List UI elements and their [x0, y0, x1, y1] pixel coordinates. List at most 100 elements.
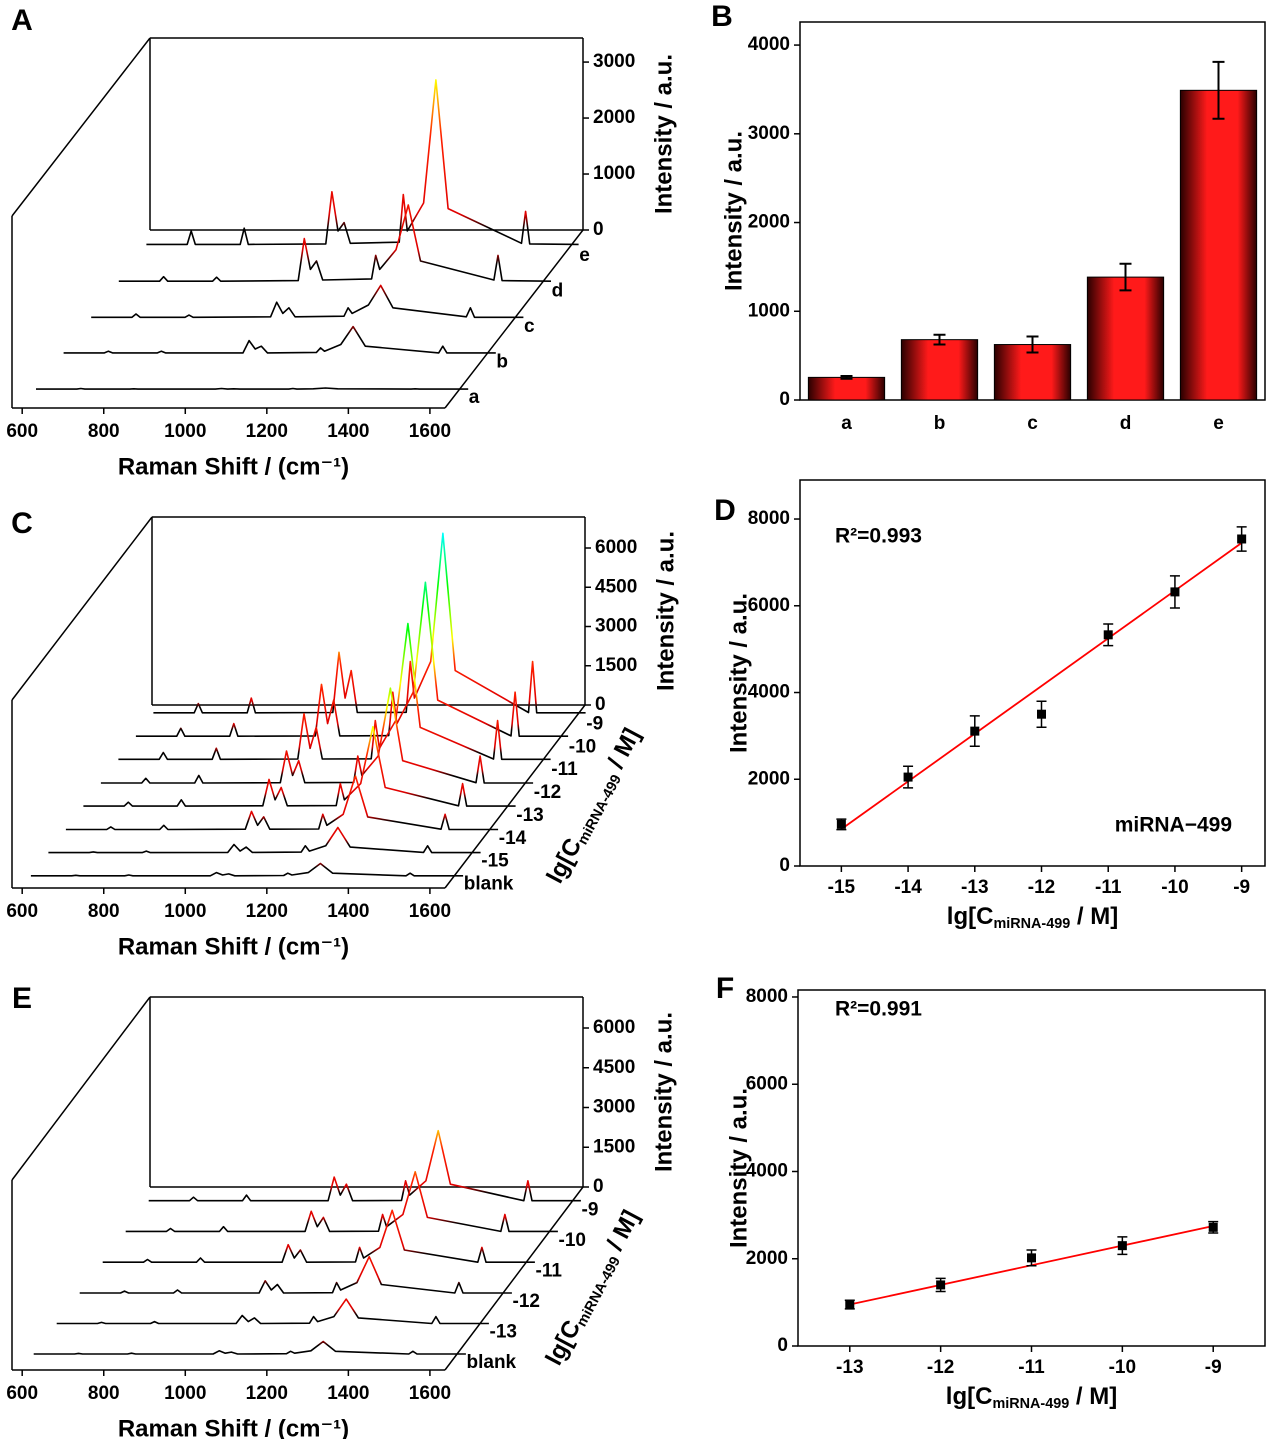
bar [807, 376, 886, 401]
x-tick-label: 1000 [164, 421, 206, 442]
z-tick-label: 4500 [595, 576, 637, 597]
label-subscript: miRNA-499 [992, 1396, 1069, 1412]
y-tick-label: 2000 [748, 768, 790, 789]
y-axis-title: Intensity / a.u. [725, 593, 752, 753]
y-tick-label: 0 [779, 389, 790, 410]
data-point [1037, 709, 1047, 719]
x-axis-title: lg[CmiRNA-499 / M] [946, 1383, 1117, 1411]
z-tick-label: 3000 [595, 616, 637, 637]
series-label: -12 [534, 782, 561, 803]
x-tick-label: 800 [88, 901, 120, 922]
spectrum [83, 726, 516, 807]
data-point [903, 772, 913, 782]
z-tick-label: 1500 [595, 655, 637, 676]
spectrum [118, 204, 552, 282]
error-bar [840, 375, 853, 380]
bar [1179, 89, 1258, 401]
series-label: -11 [551, 759, 578, 780]
x-tick-label: -12 [1028, 877, 1055, 898]
z-axis-title: Intensity / a.u. [650, 54, 677, 214]
y-tick-label: 4000 [748, 682, 790, 703]
axis-frame [444, 1186, 584, 1371]
series-label: -15 [481, 851, 509, 872]
x-tick-label: 1400 [327, 901, 369, 922]
x-axis-title: Raman Shift / (cm⁻¹) [118, 453, 349, 480]
x-tick-label: 800 [88, 421, 120, 442]
series-label: -14 [499, 828, 527, 849]
x-tick-label: a [841, 413, 852, 434]
z-tick-label: 2000 [593, 107, 635, 128]
data-point [1237, 534, 1247, 544]
panel-label: A [11, 4, 33, 37]
x-tick-label: 600 [6, 421, 38, 442]
data-point [1117, 1241, 1127, 1251]
axis-frame [444, 229, 584, 409]
spectrum [118, 622, 551, 761]
data-point [1027, 1253, 1036, 1263]
y-tick-label: 1000 [748, 300, 790, 321]
x-tick-label: c [1027, 413, 1038, 434]
series-label: -10 [559, 1230, 586, 1251]
spectrum [79, 1255, 512, 1294]
label-part: / M] [599, 1206, 645, 1261]
x-axis-title: Raman Shift / (cm⁻¹) [118, 1415, 349, 1439]
plot-frame [799, 479, 1266, 867]
y-tick-label: 6000 [746, 1073, 788, 1094]
y-axis-title: Intensity / a.u. [720, 131, 747, 291]
series-label: a [469, 387, 480, 408]
x-tick-label: 1200 [246, 901, 288, 922]
z-tick-label: 4500 [593, 1057, 635, 1078]
z-tick-label: 1500 [593, 1136, 635, 1157]
x-tick-label: 600 [6, 901, 38, 922]
data-point [936, 1280, 946, 1290]
y-tick-label: 4000 [748, 34, 790, 55]
series-label: b [496, 352, 508, 373]
series-label: -13 [516, 805, 543, 826]
spectrum [91, 284, 524, 319]
x-tick-label: 1000 [164, 1383, 206, 1404]
spectrum [148, 1129, 581, 1202]
series-label: blank [467, 1352, 517, 1373]
label-subscript: miRNA-499 [575, 772, 625, 847]
spectrum [102, 1209, 535, 1263]
bar [900, 339, 979, 401]
axis-frame [11, 996, 151, 1181]
series-label: -9 [582, 1199, 599, 1220]
x-tick-label: -13 [836, 1357, 863, 1378]
error-bar [1119, 262, 1132, 292]
series-label: -12 [513, 1291, 540, 1312]
spectrum [65, 775, 499, 831]
z-tick-label: 3000 [593, 1097, 635, 1118]
x-tick-label: -11 [1095, 877, 1122, 898]
y-tick-label: 3000 [748, 123, 790, 144]
x-tick-label: -12 [927, 1357, 954, 1378]
x-tick-label: d [1120, 413, 1132, 434]
y-axis-title: Intensity / a.u. [725, 1088, 752, 1248]
panel-label: C [11, 507, 33, 540]
label-subscript: miRNA-499 [993, 916, 1070, 932]
z-tick-label: 3000 [593, 51, 635, 72]
annotation: R²=0.991 [835, 998, 922, 1021]
x-tick-label: -14 [894, 877, 922, 898]
data-point [845, 1300, 855, 1310]
series-label: d [552, 280, 564, 301]
x-tick-label: -15 [828, 877, 856, 898]
x-tick-label: 1600 [409, 421, 451, 442]
z-axis-title: Intensity / a.u. [652, 531, 679, 691]
panel-label: D [714, 494, 736, 527]
x-tick-label: 1200 [246, 421, 288, 442]
x-axis-title: Raman Shift / (cm⁻¹) [118, 933, 349, 960]
y-tick-label: 0 [779, 855, 790, 876]
x-tick-label: -10 [1109, 1357, 1136, 1378]
data-point [970, 726, 980, 736]
label-part: / M] [600, 724, 646, 779]
spectrum [33, 1340, 466, 1355]
x-tick-label: 1000 [164, 901, 206, 922]
x-tick-label: b [934, 413, 946, 434]
x-tick-label: 1200 [246, 1383, 288, 1404]
x-tick-label: 1400 [327, 1383, 369, 1404]
label-part: lg[C [946, 1383, 993, 1410]
x-tick-label: -9 [1233, 877, 1250, 898]
x-tick-label: -11 [1018, 1357, 1045, 1378]
spectrum [135, 581, 569, 737]
